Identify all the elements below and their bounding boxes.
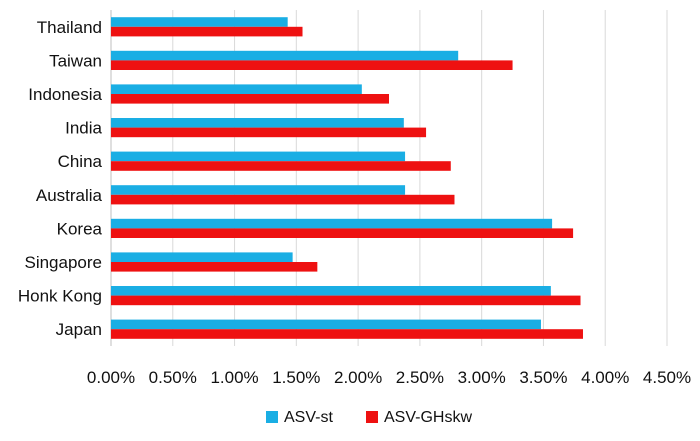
- legend-label-asv-ghskw: ASV-GHskw: [384, 409, 472, 426]
- bar-asv-st-taiwan: [111, 50, 459, 61]
- bar-asv-st-korea: [111, 218, 553, 229]
- bar-asv-ghskw-india: [111, 127, 427, 138]
- bar-asv-ghskw-singapore: [111, 262, 318, 272]
- category-label: Australia: [36, 186, 103, 205]
- bar-asv-st-japan: [111, 319, 541, 330]
- x-tick-label: 1.50%: [272, 368, 320, 387]
- bar-asv-st-singapore: [111, 252, 293, 262]
- x-tick-label: 3.00%: [458, 368, 506, 387]
- category-label: Japan: [56, 320, 102, 339]
- legend-swatch-asv-st: [266, 411, 278, 423]
- x-tick-label: 2.00%: [334, 368, 382, 387]
- category-label: Korea: [57, 219, 103, 238]
- bar-asv-ghskw-taiwan: [111, 60, 513, 70]
- x-tick-label: 0.00%: [87, 368, 135, 387]
- category-label: India: [65, 119, 102, 138]
- category-label: Thailand: [37, 18, 102, 37]
- category-label: China: [58, 152, 103, 171]
- bar-asv-ghskw-china: [111, 161, 451, 171]
- category-label: Singapore: [24, 253, 102, 272]
- legend-swatch-asv-ghskw: [366, 411, 378, 423]
- bar-asv-ghskw-japan: [111, 329, 583, 339]
- category-label: Taiwan: [49, 51, 102, 70]
- x-tick-label: 3.50%: [519, 368, 567, 387]
- category-label: Honk Kong: [18, 287, 102, 306]
- bar-asv-st-thailand: [111, 17, 288, 27]
- x-tick-labels: 0.00% 0.50% 1.00% 1.50% 2.00% 2.50% 3.00% 3.50%…: [87, 368, 691, 387]
- bars: [111, 17, 583, 339]
- bar-asv-st-indonesia: [111, 84, 362, 94]
- bar-asv-ghskw-indonesia: [111, 94, 389, 104]
- x-tick-label: 4.00%: [581, 368, 629, 387]
- bar-asv-st-china: [111, 151, 406, 162]
- bar-asv-ghskw-australia: [111, 194, 455, 205]
- category-labels: Thailand Taiwan Indonesia India China Austral…: [18, 18, 103, 339]
- bar-asv-st-australia: [111, 185, 406, 195]
- bar-asv-st-india: [111, 118, 404, 128]
- x-tick-label: 1.00%: [210, 368, 258, 387]
- x-tick-label: 2.50%: [396, 368, 444, 387]
- legend: ASV-st ASV-GHskw: [266, 409, 472, 426]
- bar-asv-ghskw-thailand: [111, 26, 303, 37]
- category-label: Indonesia: [28, 85, 102, 104]
- x-tick-label: 0.50%: [149, 368, 197, 387]
- bar-asv-st-honk-kong: [111, 286, 551, 296]
- legend-label-asv-st: ASV-st: [284, 409, 333, 426]
- x-tick-label: 4.50%: [643, 368, 691, 387]
- bar-asv-ghskw-korea: [111, 228, 574, 238]
- bar-asv-ghskw-honk-kong: [111, 295, 581, 306]
